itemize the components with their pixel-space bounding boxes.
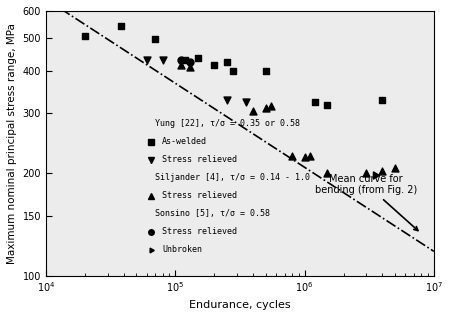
Point bbox=[143, 57, 150, 62]
Point bbox=[363, 171, 370, 176]
Point bbox=[301, 154, 308, 159]
X-axis label: Endurance, cycles: Endurance, cycles bbox=[189, 300, 291, 310]
Text: Unbroken: Unbroken bbox=[162, 245, 202, 254]
Point bbox=[324, 102, 331, 107]
Point bbox=[267, 104, 274, 109]
Y-axis label: Maximum nominal principal stress range, MPa: Maximum nominal principal stress range, … bbox=[7, 23, 17, 264]
Point bbox=[311, 99, 319, 104]
Point bbox=[182, 58, 189, 63]
Point bbox=[223, 98, 230, 103]
Point bbox=[379, 98, 386, 103]
Point bbox=[371, 172, 378, 178]
Point bbox=[159, 58, 166, 63]
Point bbox=[152, 37, 159, 42]
Point bbox=[177, 62, 184, 68]
Point bbox=[117, 23, 125, 29]
Point bbox=[242, 99, 249, 104]
Point bbox=[324, 171, 331, 176]
Text: Yung [22], τ/σ = 0.35 or 0.58: Yung [22], τ/σ = 0.35 or 0.58 bbox=[154, 119, 300, 128]
Text: As-welded: As-welded bbox=[162, 137, 207, 146]
Text: Sonsino [5], τ/σ = 0.58: Sonsino [5], τ/σ = 0.58 bbox=[154, 209, 270, 218]
Point bbox=[262, 68, 269, 74]
Point bbox=[288, 153, 296, 158]
Text: Stress relieved: Stress relieved bbox=[162, 227, 237, 236]
Text: Stress relieved: Stress relieved bbox=[162, 191, 237, 200]
Text: Mean curve for
bending (from Fig. 2): Mean curve for bending (from Fig. 2) bbox=[315, 173, 418, 230]
Point bbox=[186, 59, 194, 64]
Point bbox=[262, 105, 269, 110]
Point bbox=[392, 165, 399, 170]
Point bbox=[223, 59, 230, 64]
Text: Siljander [4], τ/σ = 0.14 - 1.0: Siljander [4], τ/σ = 0.14 - 1.0 bbox=[154, 173, 310, 182]
Point bbox=[177, 57, 184, 62]
Point bbox=[249, 108, 256, 113]
Point bbox=[186, 65, 194, 70]
Point bbox=[379, 169, 386, 174]
Point bbox=[194, 56, 202, 61]
Point bbox=[81, 33, 88, 38]
Point bbox=[211, 63, 218, 68]
Point bbox=[306, 153, 314, 158]
Point bbox=[230, 68, 237, 74]
Text: Stress relieved: Stress relieved bbox=[162, 155, 237, 164]
